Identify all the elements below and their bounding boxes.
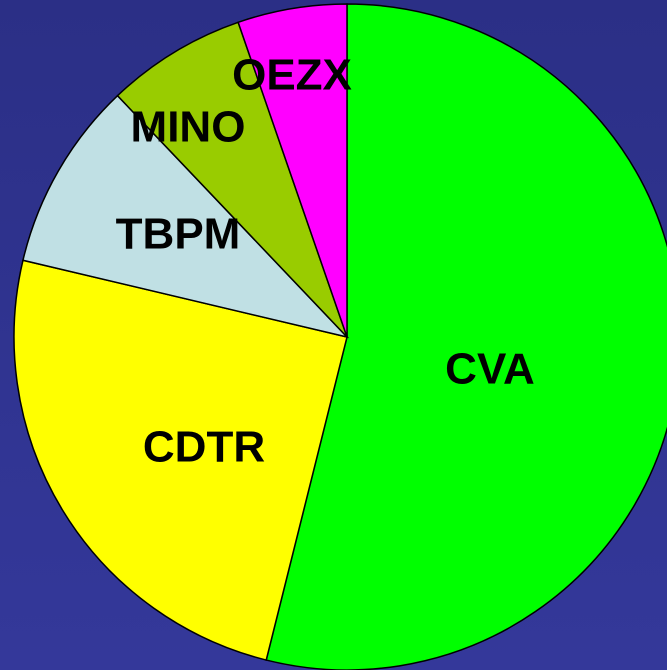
slice-label: CDTR	[143, 423, 265, 472]
slice-label: CVA	[445, 345, 535, 394]
pie-slice	[13, 259, 348, 661]
pie-slice	[237, 3, 348, 338]
pie-slice	[265, 3, 667, 670]
pie	[13, 3, 667, 670]
pie-slice	[116, 21, 348, 338]
pie-slice	[22, 94, 350, 339]
slice-label: TBPM	[116, 210, 241, 259]
slice-label: OEZX	[232, 51, 352, 100]
slice-label: MINO	[131, 103, 246, 152]
